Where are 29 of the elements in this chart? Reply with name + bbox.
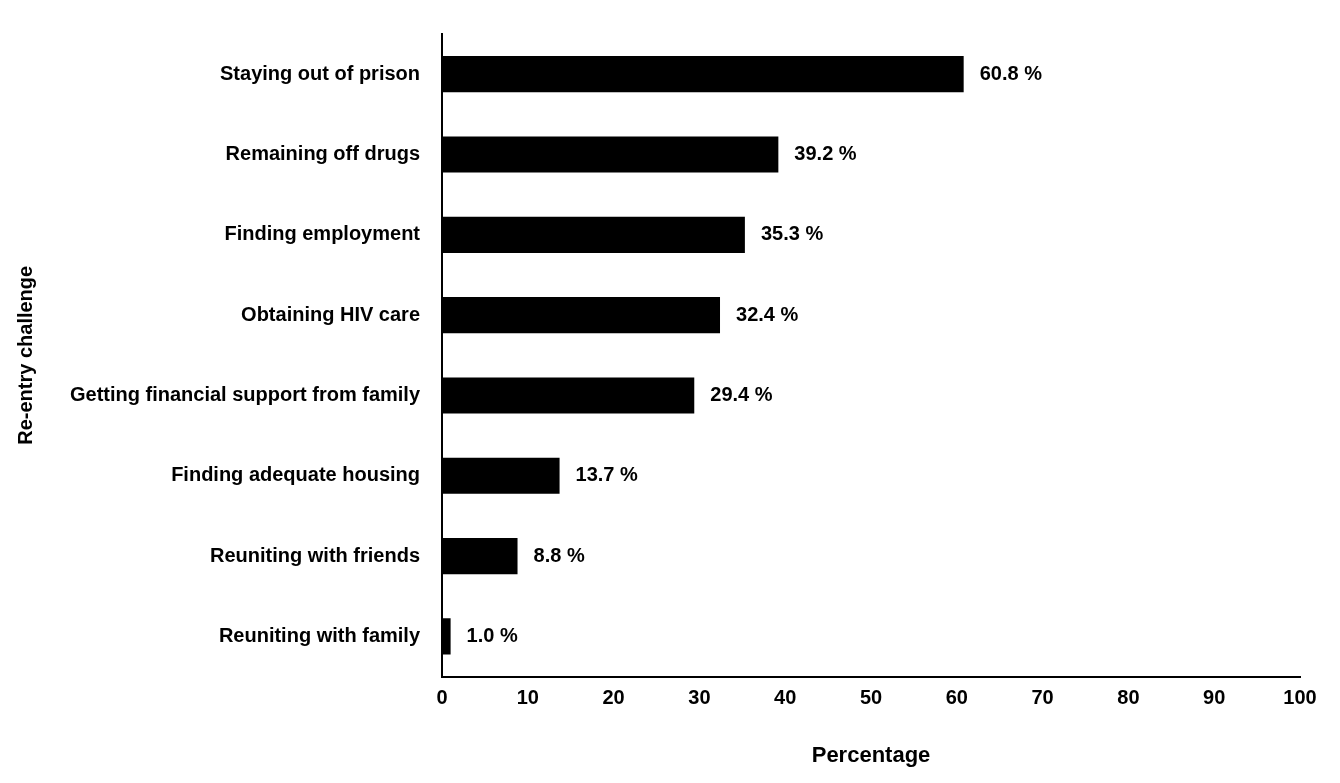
data-label: 39.2 % — [794, 142, 857, 164]
y-tick-label: Reuniting with family — [218, 623, 421, 646]
data-label: 8.8 % — [533, 543, 585, 566]
x-tick-label: 50 — [859, 686, 883, 709]
y-tick-label: Getting financial support from family — [70, 382, 421, 405]
y-tick-label: Staying out of prison — [220, 61, 421, 84]
data-label: 29.4 % — [710, 382, 773, 405]
x-axis-title: Percentage — [811, 741, 931, 767]
x-tick-label: 10 — [516, 686, 539, 709]
x-tick-label: 90 — [1203, 686, 1226, 709]
x-tick-label: 60 — [945, 686, 968, 709]
x-tick-label: 0 — [436, 686, 448, 709]
x-tick-label: 20 — [602, 686, 625, 709]
y-tick-label: Finding employment — [224, 222, 421, 245]
data-label: 60.8 % — [979, 61, 1043, 84]
x-tick-label: 100 — [1283, 686, 1317, 709]
y-tick-label: Reuniting with friends — [210, 543, 421, 566]
data-label: 32.4 % — [736, 302, 799, 325]
x-tick-label: 30 — [688, 686, 711, 709]
x-tick-label: 80 — [1117, 686, 1140, 709]
y-axis-title: Re-entry challenge — [13, 265, 36, 445]
y-tick-label: Remaining off drugs — [225, 142, 421, 164]
data-label: 13.7 % — [575, 463, 639, 486]
x-tick-label: 40 — [774, 686, 797, 709]
y-tick-label: Finding adequate housing — [171, 463, 421, 486]
x-tick-label: 70 — [1031, 686, 1054, 709]
y-tick-label: Obtaining HIV care — [241, 302, 421, 325]
data-label: 35.3 % — [760, 222, 824, 245]
data-label: 1.0 % — [466, 623, 518, 646]
